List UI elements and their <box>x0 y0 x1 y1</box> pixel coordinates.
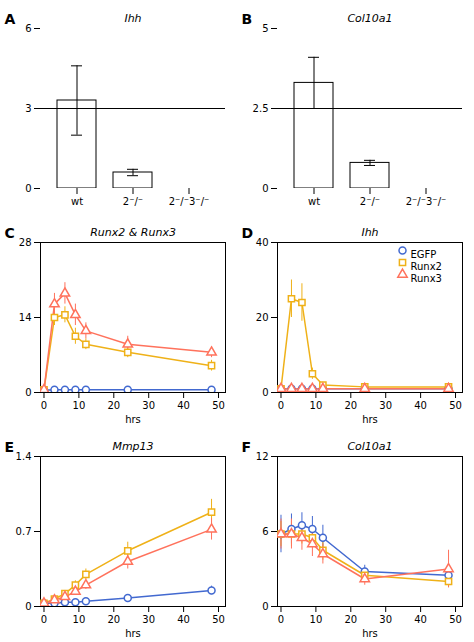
svg-text:D: D <box>242 225 254 241</box>
svg-text:F: F <box>242 439 252 455</box>
svg-text:40: 40 <box>414 400 427 411</box>
svg-text:0: 0 <box>25 387 31 398</box>
svg-text:hrs: hrs <box>125 414 141 425</box>
svg-text:2⁻/⁻: 2⁻/⁻ <box>360 196 380 207</box>
svg-text:14: 14 <box>19 312 32 323</box>
svg-text:Col10a1: Col10a1 <box>347 440 392 453</box>
svg-text:30: 30 <box>379 614 392 625</box>
svg-text:wt: wt <box>308 196 320 207</box>
svg-text:0: 0 <box>262 601 268 612</box>
svg-text:50: 50 <box>449 400 462 411</box>
svg-text:50: 50 <box>449 614 462 625</box>
svg-text:Mmp13: Mmp13 <box>112 440 153 453</box>
svg-text:0.7: 0.7 <box>16 526 32 537</box>
svg-text:5: 5 <box>262 23 268 34</box>
svg-text:10: 10 <box>73 400 86 411</box>
svg-text:Runx2 & Runx3: Runx2 & Runx3 <box>90 226 176 239</box>
svg-text:28: 28 <box>19 237 32 248</box>
svg-text:20: 20 <box>344 400 357 411</box>
svg-text:2⁻/⁻3⁻/⁻: 2⁻/⁻3⁻/⁻ <box>406 196 447 207</box>
svg-text:50: 50 <box>212 400 225 411</box>
svg-text:20: 20 <box>107 614 120 625</box>
svg-text:0: 0 <box>262 387 268 398</box>
svg-text:20: 20 <box>107 400 120 411</box>
svg-text:40: 40 <box>177 614 190 625</box>
svg-text:hrs: hrs <box>125 628 141 639</box>
svg-text:30: 30 <box>142 614 155 625</box>
svg-text:wt: wt <box>71 196 83 207</box>
svg-text:0: 0 <box>25 601 31 612</box>
svg-text:10: 10 <box>73 614 86 625</box>
svg-text:hrs: hrs <box>362 414 378 425</box>
svg-text:20: 20 <box>256 312 269 323</box>
svg-text:EGFP: EGFP <box>411 249 437 260</box>
svg-text:hrs: hrs <box>362 628 378 639</box>
svg-text:30: 30 <box>142 400 155 411</box>
svg-text:0: 0 <box>278 400 284 411</box>
svg-text:30: 30 <box>379 400 392 411</box>
svg-text:2.5: 2.5 <box>253 103 269 114</box>
svg-text:0: 0 <box>41 614 47 625</box>
svg-text:C: C <box>5 225 15 241</box>
svg-text:20: 20 <box>344 614 357 625</box>
svg-text:40: 40 <box>177 400 190 411</box>
svg-text:0: 0 <box>262 183 268 194</box>
svg-text:Ihh: Ihh <box>124 12 141 25</box>
svg-text:B: B <box>242 11 253 27</box>
svg-text:40: 40 <box>414 614 427 625</box>
svg-text:Runx3: Runx3 <box>411 273 442 284</box>
svg-text:2⁻/⁻: 2⁻/⁻ <box>123 196 143 207</box>
svg-text:50: 50 <box>212 614 225 625</box>
svg-text:3: 3 <box>25 103 31 114</box>
svg-text:Col10a1: Col10a1 <box>347 12 392 25</box>
svg-text:Ihh: Ihh <box>361 226 378 239</box>
svg-text:2⁻/⁻3⁻/⁻: 2⁻/⁻3⁻/⁻ <box>169 196 210 207</box>
svg-text:6: 6 <box>262 526 268 537</box>
svg-text:40: 40 <box>256 237 269 248</box>
svg-text:6: 6 <box>25 23 31 34</box>
svg-text:10: 10 <box>310 400 323 411</box>
svg-text:A: A <box>5 11 16 27</box>
svg-text:E: E <box>5 439 15 455</box>
svg-text:0: 0 <box>41 400 47 411</box>
svg-text:12: 12 <box>256 451 269 462</box>
svg-text:0: 0 <box>25 183 31 194</box>
svg-text:10: 10 <box>310 614 323 625</box>
svg-text:0: 0 <box>278 614 284 625</box>
svg-text:1.4: 1.4 <box>16 451 32 462</box>
svg-text:Runx2: Runx2 <box>411 261 442 272</box>
